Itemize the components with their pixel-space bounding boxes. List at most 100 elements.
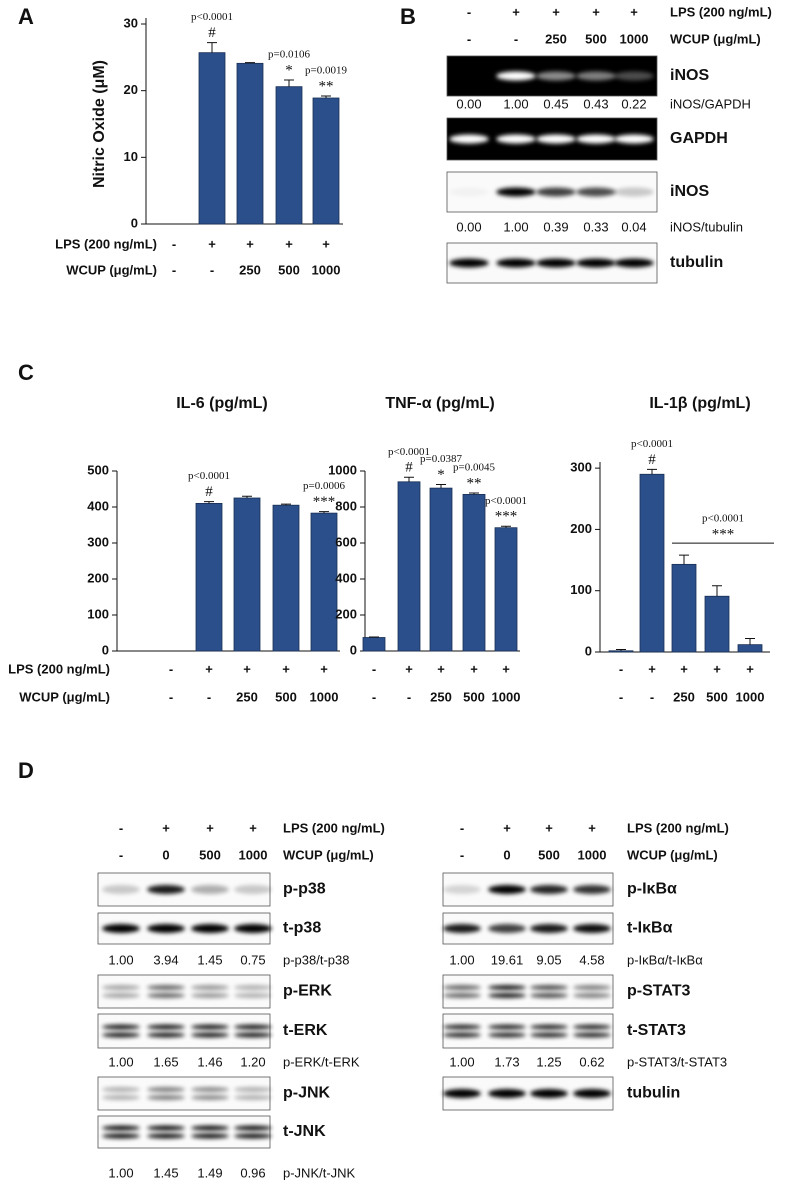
p-value: p=0.0006 [303,480,345,492]
blot-band [488,993,526,998]
blot-band [573,993,611,998]
error-bar [369,636,379,638]
treatment-level: - [210,262,214,277]
blot-band [234,1133,272,1139]
blot-band [191,993,229,998]
bar [233,497,261,652]
bar [362,637,386,652]
p-value: p<0.0001 [485,495,527,507]
ratio-label: iNOS/GAPDH [670,96,751,111]
treatment-level: 1000 [492,689,521,704]
blot-band [496,187,536,197]
treatment-level: - [172,262,176,277]
blot-band [573,1024,611,1030]
blot-band [614,258,654,268]
blot-band [449,134,489,144]
bar [737,644,763,653]
treatment-level: 1000 [239,847,268,862]
treatment-level: + [243,661,251,676]
treatment-level: + [630,4,638,19]
bar [639,473,665,653]
blot-band [536,134,576,144]
treatment-label: LPS (200 ng/mL) [670,4,772,19]
error-bar [712,585,722,597]
treatment-level: - [172,236,176,251]
blot-band [234,1125,272,1131]
y-tick-label: 10 [124,149,138,164]
significance-mark: # [405,460,413,476]
y-tick-label: 300 [87,534,109,549]
y-tick-label: 100 [570,582,592,597]
chart-title: TNF-α (pg/mL) [385,395,494,412]
p-value: p<0.0001 [631,438,673,450]
significance-mark: *** [495,509,518,525]
ratio-value: 1.45 [153,1165,178,1180]
p-value: p<0.0001 [191,11,233,23]
treatment-level: - [619,661,623,676]
treatment-level: 500 [275,689,297,704]
treatment-level: + [322,236,330,251]
blot-band [614,134,654,144]
treatment-level: + [437,661,445,676]
blot-band [147,924,185,933]
blot-label: p-IκBα [627,881,677,898]
p-value: p=0.0387 [420,453,462,465]
treatment-level: - [619,689,623,704]
blot-label: iNOS [670,67,709,84]
blot-band [496,258,536,268]
error-bar [319,511,329,514]
treatment-level: 500 [463,689,485,704]
blot-band [191,924,229,933]
blot-band [576,258,616,268]
treatment-level: - [650,689,654,704]
blot-label: p-p38 [283,881,326,898]
blot-band [234,993,272,998]
blot-band [102,1024,140,1030]
blot-band [191,1024,229,1030]
bar [272,504,300,652]
blot-label: t-p38 [283,920,321,937]
treatment-level: - [372,689,376,704]
blot-band [443,1032,481,1038]
blot-band [443,993,481,998]
blot-label: p-STAT3 [627,983,691,1000]
blot-band [614,187,654,197]
panel-label: B [400,4,416,29]
blot-band [102,1125,140,1131]
panel-label: D [18,758,34,783]
p-value: p<0.0001 [388,446,430,458]
blot-band [530,993,568,998]
blot-band [102,885,140,894]
blot-band [576,134,616,144]
treatment-label: LPS (200 ng/mL) [283,820,385,835]
significance-mark: # [648,452,656,468]
blot-band [147,1087,185,1092]
blot-band [496,71,536,81]
y-tick-label: 0 [102,642,109,657]
error-bar [647,468,657,475]
blot-frame [97,974,271,1009]
blot-label: tubulin [627,1085,680,1102]
y-tick-label: 0 [585,643,592,658]
chart-title: IL-1β (pg/mL) [649,395,750,412]
treatment-level: - [372,661,376,676]
treatment-level: + [206,820,214,835]
ratio-value: 3.94 [153,952,178,967]
y-tick-label: 0 [131,215,138,230]
treatment-level: + [285,236,293,251]
blot-band [614,71,654,81]
error-bar [204,501,214,504]
treatment-level: + [588,820,596,835]
bar [198,52,226,225]
significance-mark: ** [467,475,482,491]
treatment-level: - [467,4,471,19]
ratio-value: 0.33 [583,219,608,234]
panel-label: A [18,4,34,29]
blot-frame [97,1076,271,1111]
ratio-value: 1.25 [536,1054,561,1069]
blot-band [449,188,488,197]
y-tick-label: 600 [335,534,357,549]
blot-band [147,1095,185,1100]
bar [494,527,518,652]
blot-band [191,1125,229,1131]
